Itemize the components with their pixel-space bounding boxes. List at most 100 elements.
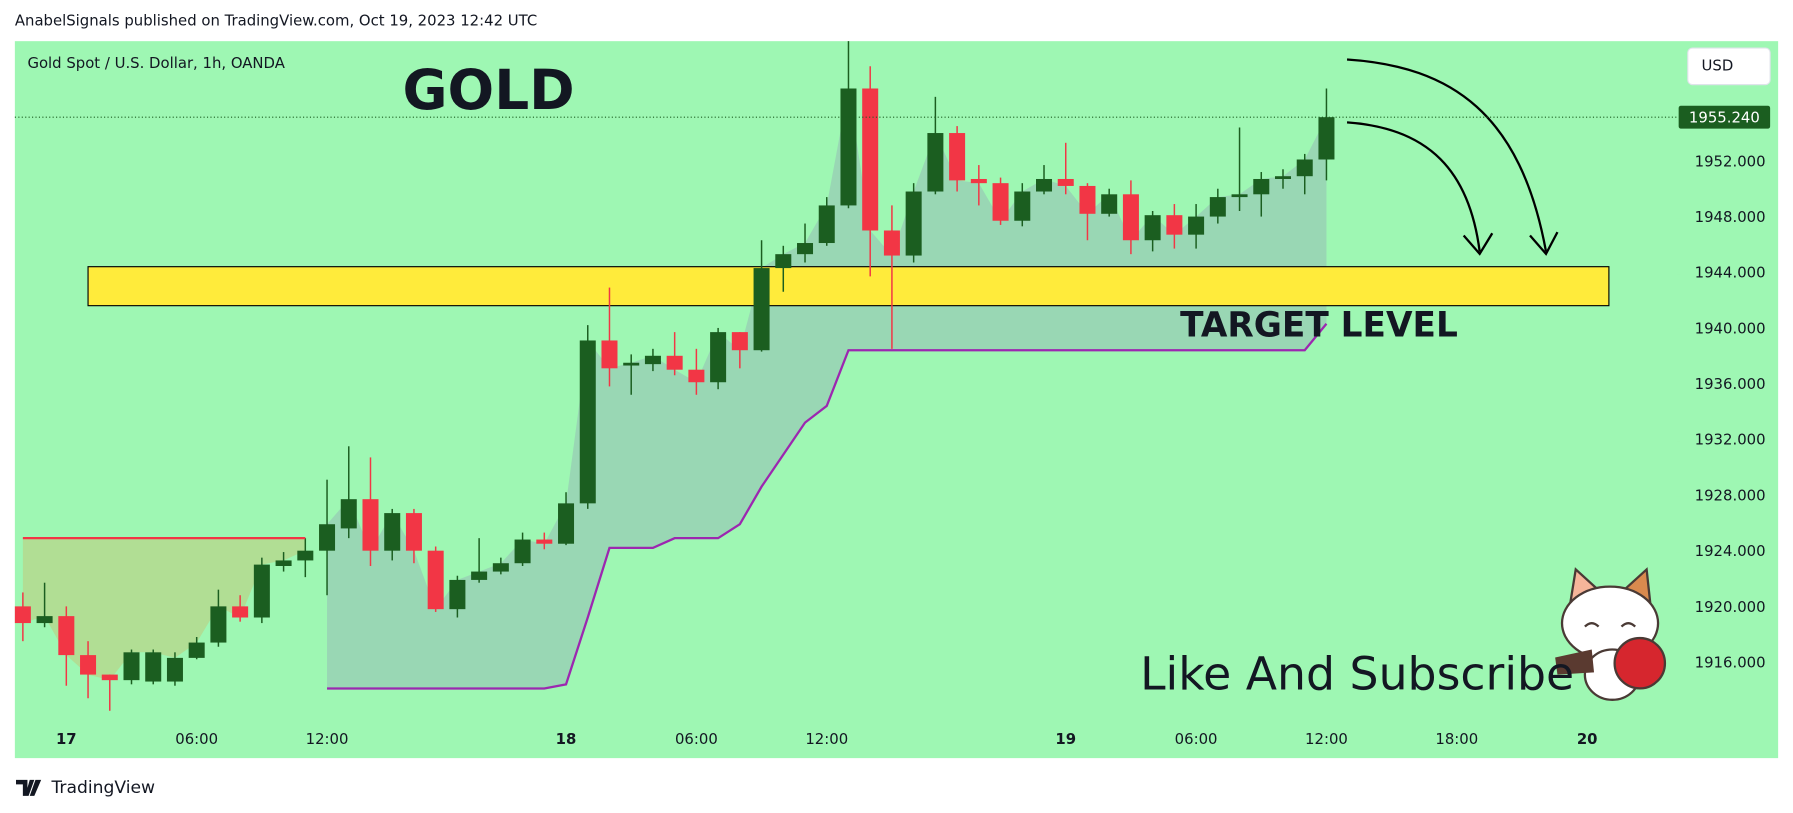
x-tick-label: 12:00 — [1305, 730, 1348, 748]
last-price-box — [1678, 105, 1771, 129]
candle-body — [14, 606, 31, 624]
candle-body — [579, 340, 596, 504]
y-tick-label: 1940.000 — [1695, 319, 1766, 337]
currency-label[interactable]: USD — [1702, 56, 1734, 74]
arrow-head — [1529, 231, 1559, 256]
fill-layer — [22, 88, 1327, 689]
trail-area — [327, 88, 1327, 689]
brand-logo — [16, 779, 42, 796]
candle-body — [188, 642, 205, 658]
candle-body — [58, 616, 75, 656]
x-tick-label: 12:00 — [805, 730, 848, 748]
y-tick-label: 1944.000 — [1695, 264, 1766, 282]
candle-body — [1014, 191, 1031, 221]
candle-body — [253, 564, 270, 618]
x-tick-label: 19 — [1055, 730, 1076, 748]
candle-body — [427, 550, 444, 610]
zone-layer — [87, 266, 1610, 307]
currency-button[interactable] — [1687, 47, 1771, 86]
x-tick-label: 18 — [556, 730, 577, 748]
y-tick-label: 1932.000 — [1695, 431, 1766, 449]
candle-body — [1274, 176, 1292, 179]
trail-area — [22, 538, 306, 681]
arrow-head — [1462, 232, 1494, 256]
top-layer — [22, 323, 1328, 690]
candle-body — [232, 606, 249, 618]
candle-body — [775, 254, 792, 269]
x-tick-label: 06:00 — [1175, 730, 1218, 748]
candle-body — [1122, 194, 1139, 241]
arrow — [1346, 121, 1481, 252]
candle-body — [1209, 197, 1226, 217]
arrow — [1346, 58, 1548, 252]
candle-body — [797, 243, 814, 255]
candle-body — [210, 606, 227, 643]
y-tick-label: 1928.000 — [1695, 486, 1766, 504]
candle-body — [145, 652, 162, 682]
candle-body — [1231, 194, 1248, 198]
candle-body — [862, 88, 879, 231]
candle-body — [644, 355, 661, 365]
candle-body — [123, 652, 140, 681]
candle-body — [905, 191, 922, 256]
candle-body — [80, 655, 97, 675]
candle-body — [970, 178, 987, 184]
candle-body — [753, 268, 770, 351]
candle-body — [623, 362, 640, 366]
trail-line — [327, 323, 1328, 690]
candle-body — [992, 183, 1009, 221]
x-tick-label: 12:00 — [306, 730, 349, 748]
candle-body — [297, 550, 314, 561]
candle-body — [449, 579, 466, 610]
candle-body — [340, 499, 357, 529]
y-tick-label: 1916.000 — [1695, 653, 1766, 671]
candle-body — [101, 674, 118, 681]
y-tick-label: 1936.000 — [1695, 375, 1766, 393]
candle-body — [1296, 159, 1313, 177]
y-tick-label: 1924.000 — [1695, 542, 1766, 560]
last-price-label: 1955.240 — [1689, 108, 1760, 126]
y-tick-label: 1948.000 — [1695, 208, 1766, 226]
candle-body — [883, 230, 900, 256]
candle-body — [1036, 178, 1053, 192]
candle-body — [1188, 216, 1205, 235]
brand-name: TradingView — [50, 778, 155, 798]
x-tick-label: 18:00 — [1435, 730, 1478, 748]
x-tick-label: 17 — [56, 730, 77, 748]
y-tick-label: 1920.000 — [1695, 598, 1766, 616]
publish-header: AnabelSignals published on TradingView.c… — [15, 12, 537, 30]
subscribe-annotation: Like And Subscribe — [1140, 647, 1574, 700]
x-tick-label: 06:00 — [675, 730, 718, 748]
candle-body — [36, 616, 53, 624]
candle-body — [1318, 117, 1335, 160]
x-tick-label: 06:00 — [175, 730, 218, 748]
candle-body — [471, 571, 488, 580]
candle-body — [275, 560, 292, 566]
candle-body — [1166, 215, 1183, 235]
candle-body — [1253, 178, 1270, 195]
candle-body — [514, 539, 531, 564]
candle-body — [492, 563, 509, 572]
candle-body — [710, 332, 727, 383]
symbol-title: Gold Spot / U.S. Dollar, 1h, OANDA — [27, 54, 285, 72]
candle-body — [1079, 185, 1096, 214]
candle-body — [405, 513, 422, 551]
candle-body — [1057, 178, 1074, 186]
candle-body — [1144, 215, 1161, 241]
candle-body — [666, 355, 683, 370]
candle-body — [601, 340, 618, 369]
candle-body — [731, 332, 748, 351]
gold-annotation: GOLD — [403, 58, 575, 122]
x-tick-label: 20 — [1577, 730, 1598, 748]
plot-background — [14, 41, 1779, 759]
candle-body — [384, 513, 401, 551]
candle-body — [166, 657, 183, 682]
target-zone — [87, 266, 1610, 307]
candle-body — [558, 503, 575, 544]
candle-body — [840, 88, 857, 206]
y-tick-label: 1952.000 — [1695, 152, 1766, 170]
candle-body — [818, 205, 835, 244]
target-annotation: TARGET LEVEL — [1180, 306, 1458, 346]
